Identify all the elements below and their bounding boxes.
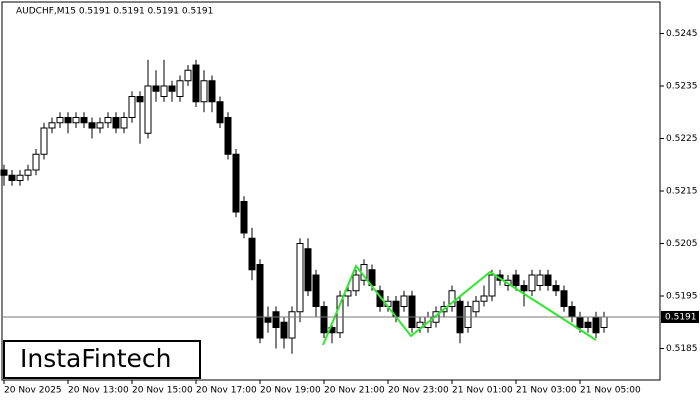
candle-body <box>40 127 48 155</box>
candle-body <box>280 321 288 339</box>
candle-body <box>376 290 384 307</box>
candle-body <box>112 117 120 129</box>
candle-body <box>480 295 488 302</box>
candle-body <box>512 274 520 286</box>
y-tick-label: 0.5215 <box>666 187 698 197</box>
candle-body <box>248 237 256 271</box>
x-tick-label: 20 Nov 17:00 <box>196 386 257 396</box>
candle-body <box>232 153 240 213</box>
candle-body <box>536 274 544 286</box>
x-tick-label: 20 Nov 21:00 <box>324 386 385 396</box>
candle-body <box>336 295 344 334</box>
y-tick-label: 0.5245 <box>666 29 698 39</box>
candle-body <box>584 321 592 328</box>
candle-body <box>296 243 304 313</box>
x-tick-label: 21 Nov 05:00 <box>580 386 641 396</box>
candle-body <box>576 316 584 328</box>
current-price-box <box>661 311 699 323</box>
candle-body <box>56 117 64 124</box>
candle-body <box>256 264 264 339</box>
candle-body <box>208 80 216 103</box>
candle-body <box>168 85 176 92</box>
candle-body <box>184 69 192 82</box>
candle-body <box>520 285 528 292</box>
y-tick-label: 0.5225 <box>666 134 698 144</box>
chart-header: AUDCHF,M15 0.5191 0.5191 0.5191 0.5191 <box>16 7 213 17</box>
candle-body <box>192 64 200 103</box>
candle-body <box>592 316 600 334</box>
candle-body <box>120 117 128 129</box>
candle-body <box>0 169 8 176</box>
candle-body <box>72 117 80 124</box>
candle-body <box>128 96 136 118</box>
candle-body <box>48 122 56 129</box>
candle-body <box>544 274 552 286</box>
candle-body <box>568 306 576 318</box>
logo-box <box>3 340 201 379</box>
x-tick-label: 20 Nov 23:00 <box>388 386 449 396</box>
logo: InstaFintech <box>20 344 172 373</box>
y-tick-label: 0.5185 <box>666 344 698 354</box>
candle-body <box>136 96 144 103</box>
x-tick-label: 20 Nov 13:00 <box>68 386 129 396</box>
candle-body <box>528 274 536 292</box>
candle-body <box>264 316 272 323</box>
candle-body <box>488 274 496 297</box>
candle-body <box>320 306 328 334</box>
candle-body <box>176 80 184 97</box>
candle-body <box>64 117 72 124</box>
candle-body <box>472 300 480 313</box>
candle-body <box>408 295 416 328</box>
candle-body <box>96 122 104 129</box>
pattern-line <box>322 264 597 346</box>
candle-body <box>144 85 152 134</box>
candle-body <box>32 153 40 171</box>
y-tick-label: 0.5195 <box>666 292 698 302</box>
current-price-label: 0.5191 <box>665 313 697 323</box>
candle-body <box>104 117 112 124</box>
candle-body <box>160 85 168 97</box>
candle-body <box>216 101 224 124</box>
candle-body <box>352 274 360 292</box>
x-tick-label: 20 Nov 19:00 <box>260 386 321 396</box>
candle-body <box>80 117 88 124</box>
candle-body <box>312 274 320 307</box>
candle-body <box>560 290 568 307</box>
candle-body <box>600 316 608 328</box>
candle-body <box>272 311 280 328</box>
x-tick-label: 20 Nov 2025 <box>4 386 62 396</box>
x-tick-label: 20 Nov 15:00 <box>132 386 193 396</box>
candle-body <box>304 248 312 292</box>
candle-body <box>8 174 16 181</box>
y-tick-label: 0.5205 <box>666 239 698 249</box>
candle-body <box>24 169 32 176</box>
candle-body <box>224 117 232 155</box>
x-tick-label: 21 Nov 01:00 <box>452 386 513 396</box>
candle-body <box>288 311 296 339</box>
candle-body <box>200 80 208 103</box>
candle-body <box>400 295 408 307</box>
x-tick-label: 21 Nov 03:00 <box>516 386 577 396</box>
candle-body <box>152 85 160 92</box>
candle-body <box>552 285 560 292</box>
candles <box>0 59 608 354</box>
candle-body <box>88 122 96 129</box>
y-tick-label: 0.5235 <box>666 82 698 92</box>
candle-body <box>448 290 456 307</box>
candle-body <box>240 201 248 234</box>
candle-body <box>16 174 24 181</box>
